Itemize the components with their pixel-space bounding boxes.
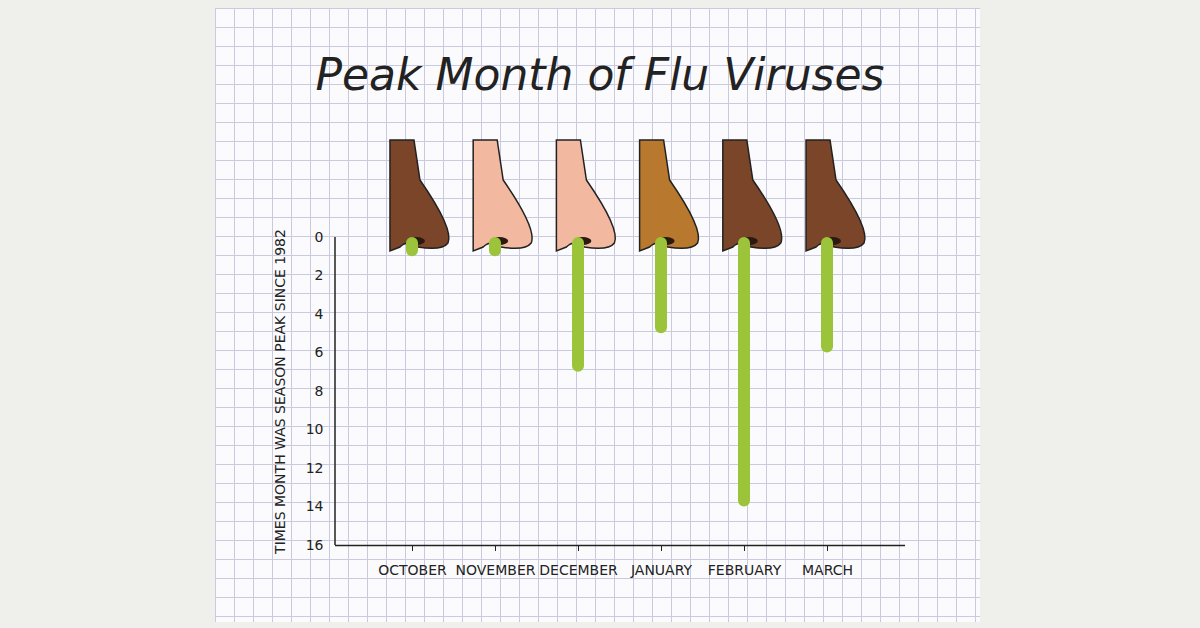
svg-text:0: 0: [315, 229, 324, 245]
svg-text:16: 16: [306, 537, 324, 553]
svg-text:FEBRUARY: FEBRUARY: [708, 562, 782, 578]
svg-text:6: 6: [315, 344, 324, 360]
svg-text:JANUARY: JANUARY: [630, 562, 693, 578]
svg-text:NOVEMBER: NOVEMBER: [456, 562, 536, 578]
svg-text:12: 12: [306, 460, 324, 476]
svg-text:DECEMBER: DECEMBER: [539, 562, 618, 578]
svg-text:TIMES MONTH WAS SEASON PEAK SI: TIMES MONTH WAS SEASON PEAK SINCE 1982: [272, 229, 288, 555]
svg-text:10: 10: [306, 421, 324, 437]
svg-text:OCTOBER: OCTOBER: [378, 562, 447, 578]
svg-text:MARCH: MARCH: [802, 562, 853, 578]
svg-text:4: 4: [315, 306, 324, 322]
svg-text:14: 14: [306, 498, 324, 514]
svg-text:8: 8: [315, 383, 324, 399]
svg-text:2: 2: [315, 267, 324, 283]
html-text:Peak Month of Flu Viruses: Peak Month of Flu Viruses: [315, 49, 885, 100]
